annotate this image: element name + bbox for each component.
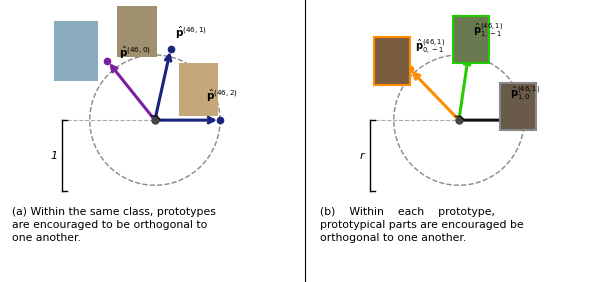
Bar [374, 37, 410, 85]
Text: $\hat{\mathbf{p}}^{(46,1)}_{1,-1}$: $\hat{\mathbf{p}}^{(46,1)}_{1,-1}$ [472, 22, 503, 41]
Text: $\hat{\mathbf{p}}^{(46,1)}_{0,-1}$: $\hat{\mathbf{p}}^{(46,1)}_{0,-1}$ [415, 38, 446, 57]
Text: $\hat{\mathbf{p}}^{(46,2)}$: $\hat{\mathbf{p}}^{(46,2)}$ [206, 88, 238, 104]
Text: 1: 1 [51, 151, 58, 161]
Bar [453, 16, 488, 63]
Text: (a) Within the same class, prototypes
are encouraged to be orthogonal to
one ano: (a) Within the same class, prototypes ar… [12, 207, 216, 243]
Text: $\hat{\mathbf{p}}^{(46,0)}$: $\hat{\mathbf{p}}^{(46,0)}$ [120, 45, 152, 61]
Text: r: r [360, 151, 365, 161]
Bar [118, 6, 157, 57]
Bar [54, 21, 97, 81]
Bar [179, 63, 218, 116]
Text: (b)    Within    each    prototype,
prototypical parts are encouraged be
orthogo: (b) Within each prototype, prototypical … [320, 207, 524, 243]
Text: $\hat{\mathbf{p}}^{(46,1)}_{1,0}$: $\hat{\mathbf{p}}^{(46,1)}_{1,0}$ [510, 85, 540, 104]
Text: $\hat{\mathbf{p}}^{(46,1)}$: $\hat{\mathbf{p}}^{(46,1)}$ [174, 25, 207, 41]
Bar [500, 83, 536, 130]
